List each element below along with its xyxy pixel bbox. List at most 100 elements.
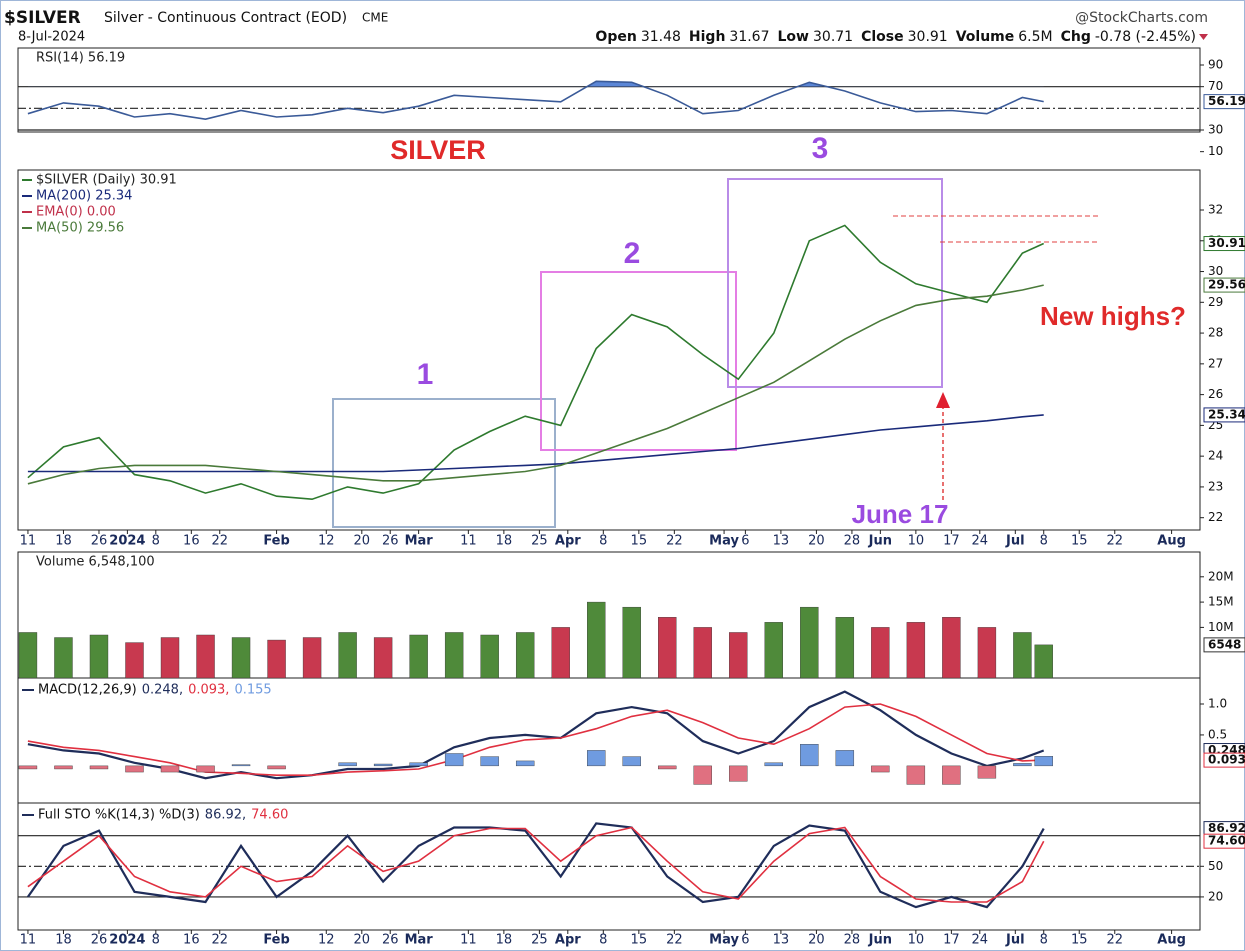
bar [800,606,819,678]
line [27,414,1044,473]
quote-value: 31.48 [641,29,681,45]
x-tick-label: 8 [1040,534,1048,549]
annotation: 1 [417,358,434,391]
x-tick-label: Jun [868,534,892,549]
y-tick-label: 30 [1208,122,1223,136]
bar [160,765,180,773]
x-tick-label: 22 [1106,933,1123,948]
bar [231,637,251,678]
bar [515,760,535,767]
symbol: $SILVER [4,8,81,28]
bar [622,606,641,678]
line [27,826,1045,903]
quote: Open 31.48 High 31.67 Low 30.71 Close 30.91 Volu… [595,29,1196,45]
x-tick-label: 22 [211,933,228,948]
last-value-box [1203,94,1245,110]
x-tick-label: 13 [773,534,790,549]
x-tick-label: 8 [152,933,160,948]
quote-value: 30.91 [908,29,948,45]
last-value-label: 6548 [1208,637,1241,651]
x-tick-label: 26 [382,933,399,948]
wave-box [727,178,943,388]
bar [977,627,997,678]
x-tick-label: 16 [183,534,200,549]
bar [338,762,357,767]
quote-label: Close [861,29,904,45]
legend-title: Full STO %K(14,3) %D(3) [38,808,200,823]
x-tick-label: 22 [666,933,683,948]
x-tick-label: 15 [631,933,648,948]
plot [27,224,1045,501]
x-tick-label: 15 [631,534,648,549]
bar [267,639,286,678]
bar [89,634,109,678]
x-tick-label: 10 [908,933,925,948]
bar [693,627,712,678]
x-tick-label: 26 [91,933,108,948]
y-tick-label: 32 [1208,203,1223,217]
bar [942,617,961,678]
bar [302,637,322,678]
legend-entry: Volume 6,548,100 [36,555,155,570]
x-tick-label: 11 [20,534,37,549]
bar [764,762,783,767]
bar [231,764,251,767]
quote-value: 31.67 [729,29,769,45]
legend-entry: MA(200) 25.34 [36,189,132,204]
x-tick-label: 20 [808,933,825,948]
quote-value: 6.5M [1018,29,1052,45]
x-tick-label: 20 [354,933,371,948]
x-tick-label: 11 [460,534,477,549]
x-tick-label: Feb [263,933,289,948]
line [27,690,1045,780]
quote-value: 30.71 [813,29,853,45]
legend-entry: 0.093, [188,683,229,698]
bar [409,762,428,767]
y-tick-label: 23 [1208,479,1223,493]
bar [18,765,38,770]
quote-label: Volume [956,29,1015,45]
arrow-head [936,392,950,408]
plot [18,690,1053,785]
bar [800,744,819,767]
bar [658,617,677,678]
x-tick-label: 24 [972,534,989,549]
bar [587,601,606,678]
bar [693,765,712,785]
line [27,284,1044,485]
annotation: New highs? [1040,301,1186,331]
price-panel [17,169,1201,531]
y-tick-label: 27 [1208,356,1223,370]
x-tick-label: 18 [55,534,72,549]
bar [906,765,926,785]
legend-entry: 0.155 [234,683,271,698]
last-value-box [1203,752,1245,768]
y-tick-label: 10M [1208,620,1234,634]
bar [444,753,464,767]
x-tick-label: 28 [844,933,861,948]
bar [835,617,855,678]
bar [622,756,641,767]
line [27,224,1045,501]
last-value-label: 30.91 [1208,236,1245,250]
y-tick-label: 22 [1208,510,1223,524]
wave-box [540,271,737,451]
legend-entry: $SILVER (Daily) 30.91 [36,173,177,188]
last-value-box [1203,833,1245,849]
bar [1034,756,1053,767]
annotation: SILVER [390,135,486,165]
y-tick-label: 70 [1208,79,1223,93]
x-tick-label: 26 [382,534,399,549]
last-value-label: 29.56 [1208,278,1245,292]
legend-entry: 86.92, [205,808,246,823]
x-tick-label: May [709,933,739,948]
last-value-label: 56.19 [1208,94,1245,108]
wave-box [332,398,556,528]
legend-entry: RSI(14) 56.19 [36,51,125,66]
x-tick-label: Aug [1157,933,1186,948]
bar [764,622,783,678]
source: @StockCharts.com [1075,10,1208,26]
last-value-label: 86.92 [1208,821,1245,835]
bar [54,637,73,678]
